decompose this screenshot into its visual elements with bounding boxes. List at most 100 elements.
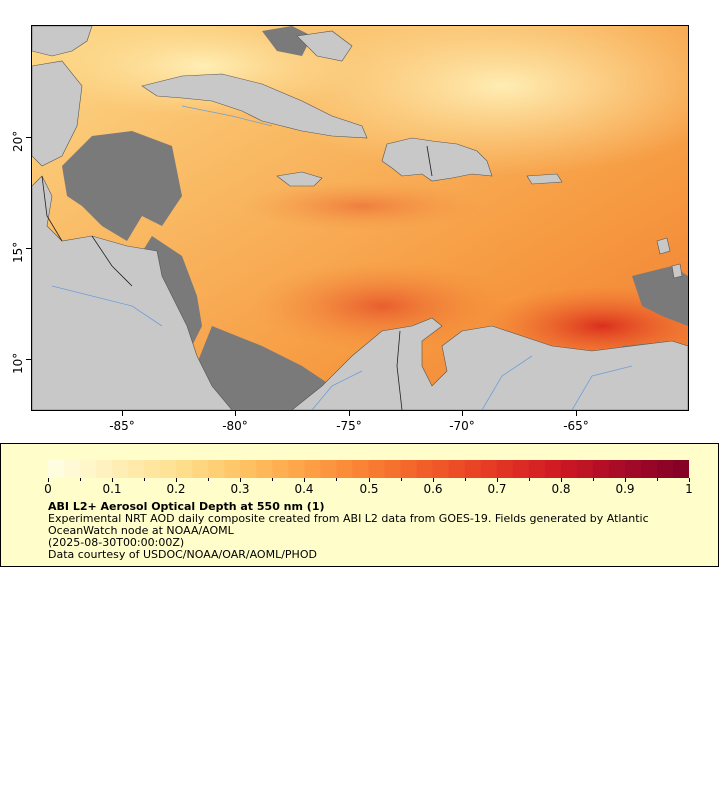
colorbar-segment (512, 460, 530, 478)
colorbar-segment (416, 460, 434, 478)
colorbar-segment (192, 460, 209, 478)
colorbar-segment (96, 460, 113, 478)
colorbar (48, 460, 689, 478)
colorbar-segment (480, 460, 498, 478)
colorbar-segment (48, 460, 65, 478)
colorbar-segment (112, 460, 129, 478)
florida-land (32, 26, 93, 57)
colorbar-segment (272, 460, 289, 478)
high-aod-central (252, 261, 512, 351)
legend-description-line: Data courtesy of USDOC/NOAA/OAR/AOML/PHO… (48, 548, 317, 561)
x-tick-label: -85° (109, 419, 135, 433)
colorbar-segment (576, 460, 594, 478)
colorbar-segment (256, 460, 273, 478)
colorbar-minor-tick (208, 478, 209, 481)
x-tick-mark (235, 411, 236, 416)
colorbar-label: 0 (44, 482, 52, 496)
colorbar-label: 0.9 (615, 482, 635, 496)
colorbar-segment (592, 460, 610, 478)
colorbar-segment (528, 460, 546, 478)
colorbar-label: 0.7 (487, 482, 507, 496)
colorbar-tick (304, 478, 305, 482)
country-borders (41, 145, 433, 410)
central-america-land (32, 175, 233, 410)
land-masses (32, 26, 688, 410)
colorbar-segment (400, 460, 418, 478)
colorbar-tick (561, 478, 562, 482)
colorbar-label: 1 (685, 482, 693, 496)
x-tick-mark (122, 411, 123, 416)
colorbar-tick (369, 478, 370, 482)
colorbar-segment (368, 460, 386, 478)
x-tick-mark (462, 411, 463, 416)
rivers (51, 105, 633, 410)
colorbar-segment (288, 460, 306, 478)
colorbar-minor-tick (144, 478, 145, 481)
colorbar-minor-tick (465, 478, 466, 481)
y-tick-label: 10° (11, 352, 25, 374)
colorbar-label: 0.4 (294, 482, 314, 496)
colorbar-label: 0.5 (359, 482, 379, 496)
colorbar-segment (672, 460, 689, 478)
yucatan-land (32, 60, 83, 167)
x-tick-label: -65° (563, 419, 589, 433)
colorbar-label: 0.6 (423, 482, 443, 496)
colorbar-segment (160, 460, 177, 478)
cuba-land (141, 73, 368, 139)
legend-title: ABI L2+ Aerosol Optical Depth at 550 nm … (48, 500, 325, 513)
legend-description-line: (2025-08-30T00:00:00Z) (48, 536, 185, 549)
colorbar-segment (464, 460, 482, 478)
y-tick-mark (26, 359, 31, 360)
colorbar-segment (80, 460, 97, 478)
colorbar-segment (432, 460, 450, 478)
map-panel (31, 25, 689, 411)
colorbar-tick (176, 478, 177, 482)
colorbar-label: 0.2 (166, 482, 186, 496)
colorbar-segment (384, 460, 402, 478)
colorbar-segment (336, 460, 354, 478)
colorbar-tick (689, 478, 690, 482)
lesser-antilles-land (656, 237, 671, 255)
colorbar-label: 0.8 (551, 482, 571, 496)
colorbar-segment (560, 460, 578, 478)
colorbar-segment (304, 460, 322, 478)
colorbar-tick (112, 478, 113, 482)
colorbar-segment (448, 460, 466, 478)
colorbar-segment (224, 460, 241, 478)
colorbar-segment (640, 460, 658, 478)
colorbar-segment (176, 460, 193, 478)
colorbar-segment (656, 460, 674, 478)
y-tick-label: 20° (11, 130, 25, 152)
colorbar-segment (544, 460, 562, 478)
legend-panel: ABI L2+ Aerosol Optical Depth at 550 nm … (0, 443, 719, 567)
legend-description-line: Experimental NRT AOD daily composite cre… (48, 512, 649, 537)
bahamas-land (296, 30, 353, 62)
colorbar-segment (128, 460, 145, 478)
colorbar-segment (608, 460, 626, 478)
hispaniola-land (381, 137, 493, 182)
colorbar-segment (320, 460, 338, 478)
colorbar-minor-tick (657, 478, 658, 481)
colorbar-tick (625, 478, 626, 482)
colorbar-segment (144, 460, 161, 478)
colorbar-tick (240, 478, 241, 482)
jamaica-land (276, 171, 323, 187)
colorbar-tick (48, 478, 49, 482)
colorbar-tick (433, 478, 434, 482)
high-aod-mid (242, 181, 482, 231)
colorbar-segment (496, 460, 514, 478)
colorbar-label: 0.1 (102, 482, 122, 496)
legend-description: Experimental NRT AOD daily composite cre… (48, 513, 688, 561)
colorbar-segment (208, 460, 225, 478)
y-tick-mark (26, 137, 31, 138)
x-tick-mark (349, 411, 350, 416)
colorbar-minor-tick (401, 478, 402, 481)
x-tick-label: -70° (449, 419, 475, 433)
colorbar-minor-tick (529, 478, 530, 481)
x-tick-label: -80° (222, 419, 248, 433)
x-tick-mark (576, 411, 577, 416)
colorbar-segment (240, 460, 257, 478)
colorbar-segment (352, 460, 370, 478)
colorbar-minor-tick (272, 478, 273, 481)
colorbar-tick (497, 478, 498, 482)
